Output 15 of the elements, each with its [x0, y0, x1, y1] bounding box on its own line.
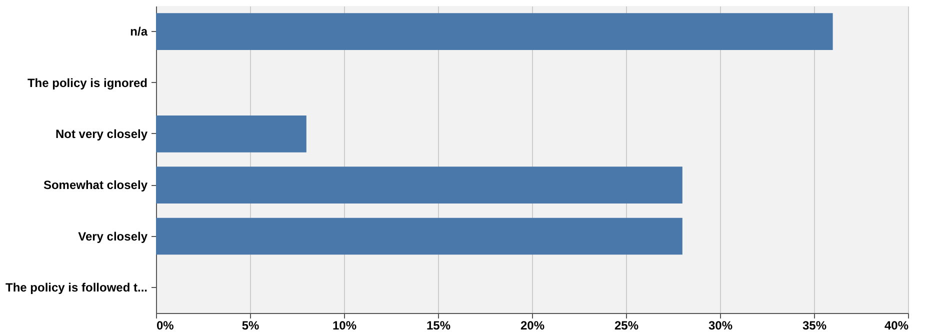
x-tick-label: 25% [614, 318, 639, 332]
x-tick-label: 30% [708, 318, 733, 332]
x-tick-label: 40% [884, 318, 909, 332]
x-tick-label: 35% [802, 318, 827, 332]
y-tick-label: The policy is followed t... [5, 280, 148, 294]
y-tick-label: Very closely [78, 229, 148, 244]
y-tick-label: The policy is ignored [27, 76, 148, 90]
y-tick-label: Somewhat closely [43, 178, 148, 192]
x-tick-label: 0% [156, 318, 174, 332]
x-tick-label: 20% [520, 318, 545, 332]
x-tick-label: 10% [332, 318, 357, 332]
x-tick-label: 5% [242, 318, 260, 332]
y-tick-label: Not very closely [55, 126, 148, 141]
x-tick-label: 15% [426, 318, 451, 332]
y-tick-label: n/a [130, 24, 148, 39]
